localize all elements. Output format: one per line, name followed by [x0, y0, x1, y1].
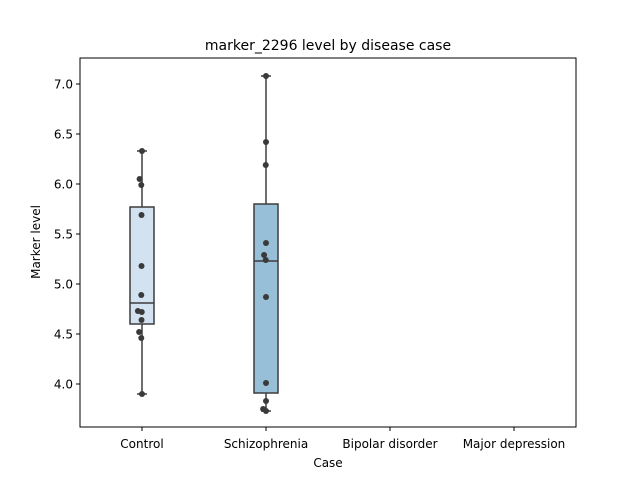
x-axis-label: Case	[313, 456, 342, 470]
data-point-schizophrenia	[263, 73, 269, 79]
data-point-control	[136, 329, 143, 335]
data-point-control	[138, 212, 145, 218]
data-point-schizophrenia	[261, 252, 268, 258]
data-point-control	[138, 292, 145, 298]
y-tick-label: 6.0	[54, 178, 73, 192]
data-point-schizophrenia	[263, 240, 269, 246]
x-tick-label: Bipolar disorder	[342, 437, 437, 451]
y-tick-label: 4.5	[54, 328, 73, 342]
data-point-control	[136, 176, 143, 182]
data-point-control	[138, 182, 145, 188]
data-point-schizophrenia	[263, 139, 269, 145]
data-point-control	[138, 335, 145, 341]
y-tick-label: 7.0	[54, 78, 73, 92]
y-tick-label: 5.5	[54, 228, 73, 242]
data-point-schizophrenia	[263, 294, 269, 300]
x-axis: Control Schizophrenia Bipolar disorder Majo…	[120, 427, 565, 451]
y-axis-label: Marker level	[29, 205, 43, 279]
plot-frame	[79, 57, 577, 428]
data-point-schizophrenia	[263, 398, 269, 404]
y-axis: 4.0 4.5 5.0 5.5 6.0 6.5 7.0	[54, 78, 80, 392]
plot-area	[129, 73, 279, 414]
data-point-control	[138, 309, 145, 315]
y-tick-label: 6.5	[54, 128, 73, 142]
data-point-control	[139, 148, 145, 154]
data-point-schizophrenia	[262, 257, 269, 263]
x-tick-label: Control	[120, 437, 163, 451]
x-tick-label: Major depression	[463, 437, 566, 451]
x-tick-label: Schizophrenia	[224, 437, 308, 451]
data-point-schizophrenia	[263, 380, 269, 386]
chart-title: marker_2296 level by disease case	[205, 38, 451, 54]
data-point-schizophrenia	[263, 408, 269, 414]
y-tick-label: 4.0	[54, 378, 73, 392]
data-point-control	[138, 263, 145, 269]
data-point-schizophrenia	[262, 162, 269, 168]
data-point-control	[139, 391, 145, 397]
y-tick-label: 5.0	[54, 278, 73, 292]
data-point-control	[138, 317, 145, 323]
